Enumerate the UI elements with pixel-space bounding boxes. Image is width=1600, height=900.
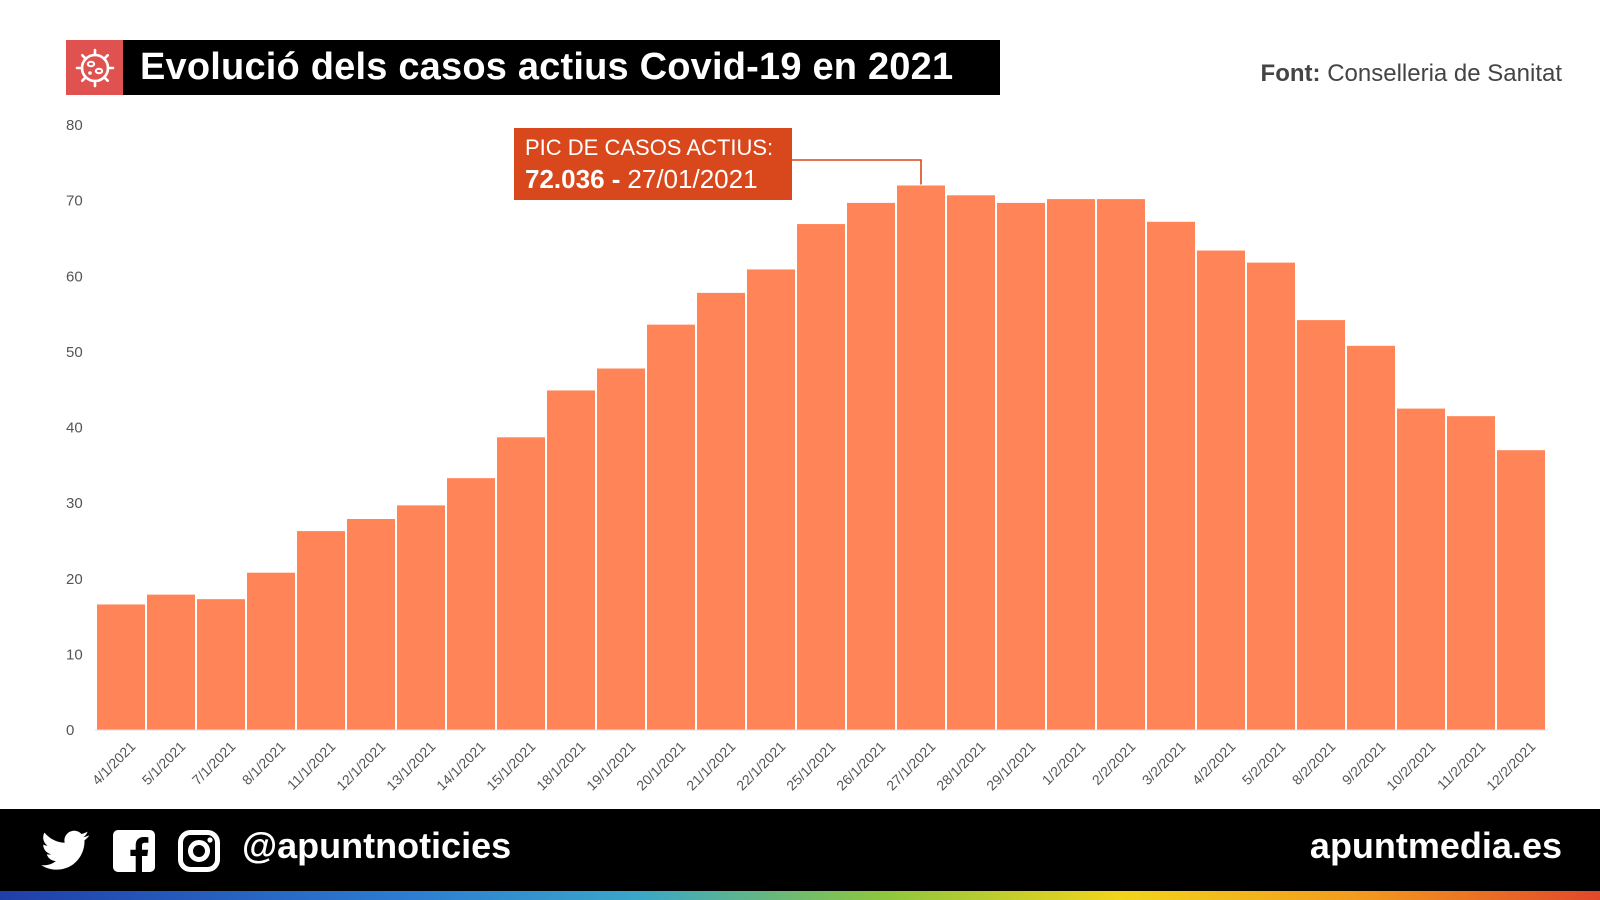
x-tick-label: 25/1/2021 xyxy=(783,738,839,794)
bar[interactable] xyxy=(397,505,445,730)
x-axis: 4/1/2021 5/1/2021 7/1/2021 8/1/202111/1/202… xyxy=(89,738,1539,794)
x-tick-label: 7/1/2021 xyxy=(189,738,239,788)
y-tick-label: 80 xyxy=(66,117,83,134)
bar[interactable] xyxy=(1097,199,1145,731)
footer-color-stripe xyxy=(0,891,1600,900)
bar[interactable] xyxy=(97,604,145,730)
website-link[interactable]: apuntmedia.es xyxy=(1309,825,1562,866)
bar[interactable] xyxy=(497,437,545,730)
y-tick-label: 10 xyxy=(66,646,83,663)
x-tick-label: 4/2/2021 xyxy=(1189,738,1239,788)
x-tick-label: 29/1/2021 xyxy=(983,738,1039,794)
bar[interactable] xyxy=(997,202,1045,730)
x-tick-label: 11/2/2021 xyxy=(1434,738,1489,793)
bar[interactable] xyxy=(597,368,645,730)
bar[interactable] xyxy=(747,269,795,730)
bar[interactable] xyxy=(297,531,345,730)
x-tick-label: 27/1/2021 xyxy=(883,738,939,794)
y-tick-label: 70 xyxy=(66,193,83,210)
bar-chart: 0 10 20 30 40 50 60 70 80 4/1/2021 5/1/2021 7/1/20… xyxy=(66,117,1548,794)
x-tick-label: 22/1/2021 xyxy=(733,738,789,794)
bar[interactable] xyxy=(697,292,745,730)
bar[interactable] xyxy=(247,572,295,730)
source-credit: Font: Conselleria de Sanitat xyxy=(1261,60,1562,88)
bar[interactable] xyxy=(547,390,595,730)
bar[interactable] xyxy=(1197,250,1245,731)
x-tick-label: 3/2/2021 xyxy=(1139,738,1189,788)
x-tick-label: 15/1/2021 xyxy=(483,738,539,794)
virus-icon xyxy=(75,48,114,87)
bar[interactable] xyxy=(897,185,945,731)
x-tick-label: 5/2/2021 xyxy=(1239,738,1289,788)
bar-series xyxy=(97,185,1545,731)
x-tick-label: 2/2/2021 xyxy=(1089,738,1139,788)
bar[interactable] xyxy=(647,324,695,730)
peak-annotation: PIC DE CASOS ACTIUS: 72.036 -27/01/2021 xyxy=(514,128,922,200)
bar[interactable] xyxy=(1297,320,1345,730)
x-tick-label: 12/2/2021 xyxy=(1483,738,1539,794)
bar[interactable] xyxy=(1397,408,1445,730)
chart-title: Evolució dels casos actius Covid-19 en 2… xyxy=(140,46,954,88)
annotation-value: 72.036 - xyxy=(525,164,620,194)
bar[interactable] xyxy=(1447,416,1495,730)
x-tick-label: 21/1/2021 xyxy=(683,738,739,794)
x-tick-label: 20/1/2021 xyxy=(633,738,689,794)
bar[interactable] xyxy=(147,594,195,730)
bar[interactable] xyxy=(197,599,245,730)
bar[interactable] xyxy=(847,202,895,730)
chart-title-banner: Evolució dels casos actius Covid-19 en 2… xyxy=(66,40,1000,95)
facebook-icon[interactable] xyxy=(113,830,155,872)
x-tick-label: 14/1/2021 xyxy=(433,738,489,794)
y-tick-label: 0 xyxy=(66,722,74,739)
bar[interactable] xyxy=(347,519,395,730)
x-tick-label: 9/2/2021 xyxy=(1339,738,1389,788)
footer-bar xyxy=(0,809,1600,891)
x-tick-label: 19/1/2021 xyxy=(583,738,639,794)
annotation-leader-line xyxy=(792,159,922,185)
instagram-icon[interactable] xyxy=(178,830,220,872)
twitter-icon[interactable] xyxy=(40,830,90,874)
bar[interactable] xyxy=(1047,199,1095,731)
y-axis: 0 10 20 30 40 50 60 70 80 xyxy=(66,117,83,739)
social-handle[interactable]: @apuntnoticies xyxy=(242,825,512,866)
y-tick-label: 40 xyxy=(66,420,83,437)
x-tick-label: 10/2/2021 xyxy=(1383,738,1439,794)
y-tick-label: 60 xyxy=(66,268,83,285)
x-tick-label: 8/1/2021 xyxy=(239,738,289,788)
bar[interactable] xyxy=(1247,262,1295,730)
y-tick-label: 30 xyxy=(66,495,83,512)
x-tick-label: 5/1/2021 xyxy=(139,738,189,788)
x-tick-label: 18/1/2021 xyxy=(533,738,589,794)
bar[interactable] xyxy=(797,224,845,730)
x-tick-label: 1/2/2021 xyxy=(1039,738,1089,788)
x-tick-label: 11/1/2021 xyxy=(284,738,339,793)
bar[interactable] xyxy=(1497,450,1545,730)
virus-icon-box xyxy=(66,40,123,95)
x-tick-label: 12/1/2021 xyxy=(333,738,389,794)
source-text: Conselleria de Sanitat xyxy=(1327,60,1562,87)
x-tick-label: 4/1/2021 xyxy=(89,738,139,788)
bar[interactable] xyxy=(447,478,495,730)
annotation-value-line: 72.036 -27/01/2021 xyxy=(525,164,758,194)
bar[interactable] xyxy=(1347,345,1395,730)
x-tick-label: 28/1/2021 xyxy=(933,738,989,794)
annotation-date: 27/01/2021 xyxy=(627,164,757,194)
annotation-label: PIC DE CASOS ACTIUS: xyxy=(525,135,773,160)
x-tick-label: 13/1/2021 xyxy=(383,738,439,794)
x-tick-label: 8/2/2021 xyxy=(1289,738,1339,788)
bar[interactable] xyxy=(1147,221,1195,731)
y-tick-label: 20 xyxy=(66,571,83,588)
bar[interactable] xyxy=(947,195,995,730)
x-tick-label: 26/1/2021 xyxy=(833,738,889,794)
source-label: Font: xyxy=(1260,60,1321,87)
y-tick-label: 50 xyxy=(66,344,83,361)
annotation-box xyxy=(514,128,792,200)
